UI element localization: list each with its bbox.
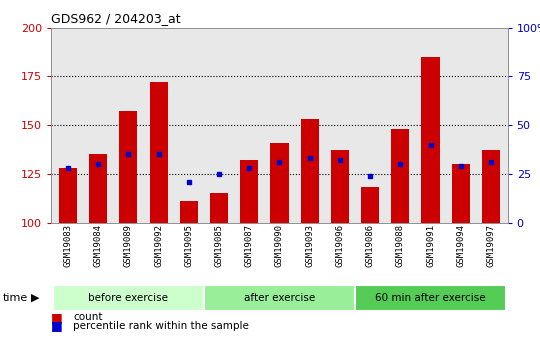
Text: GSM19084: GSM19084	[93, 224, 103, 267]
Bar	[422, 57, 440, 223]
Bar	[210, 193, 228, 223]
Bar	[331, 150, 349, 223]
Bar	[204, 285, 355, 310]
Text: GSM19091: GSM19091	[426, 224, 435, 267]
Text: GSM19085: GSM19085	[214, 224, 224, 267]
Bar	[150, 82, 167, 223]
Bar	[482, 150, 500, 223]
Text: GSM19093: GSM19093	[305, 224, 314, 267]
Text: count: count	[73, 313, 103, 322]
Bar	[59, 168, 77, 223]
Text: GSM19092: GSM19092	[154, 224, 163, 267]
Bar	[451, 164, 470, 223]
Text: time: time	[3, 293, 28, 303]
Bar	[361, 187, 379, 223]
Text: GSM19095: GSM19095	[184, 224, 193, 267]
Text: before exercise: before exercise	[89, 293, 168, 303]
Bar	[89, 154, 107, 223]
Bar	[240, 160, 258, 223]
Text: GSM19090: GSM19090	[275, 224, 284, 267]
Text: GSM19096: GSM19096	[335, 224, 345, 267]
Text: GSM19094: GSM19094	[456, 224, 465, 267]
Text: after exercise: after exercise	[244, 293, 315, 303]
Bar	[180, 201, 198, 223]
Text: ▶: ▶	[31, 293, 40, 303]
Bar	[392, 129, 409, 223]
Text: GSM19089: GSM19089	[124, 224, 133, 267]
Bar	[301, 119, 319, 223]
Text: GSM19086: GSM19086	[366, 224, 375, 267]
Text: ■: ■	[51, 319, 63, 333]
Text: GSM19087: GSM19087	[245, 224, 254, 267]
Text: GSM19088: GSM19088	[396, 224, 405, 267]
Bar	[355, 285, 506, 310]
Text: GDS962 / 204203_at: GDS962 / 204203_at	[51, 12, 181, 25]
Text: percentile rank within the sample: percentile rank within the sample	[73, 321, 249, 331]
Bar	[271, 142, 288, 223]
Bar	[53, 285, 204, 310]
Text: ■: ■	[51, 311, 63, 324]
Text: 60 min after exercise: 60 min after exercise	[375, 293, 486, 303]
Text: GSM19097: GSM19097	[487, 224, 496, 267]
Text: GSM19083: GSM19083	[63, 224, 72, 267]
Bar	[119, 111, 137, 223]
